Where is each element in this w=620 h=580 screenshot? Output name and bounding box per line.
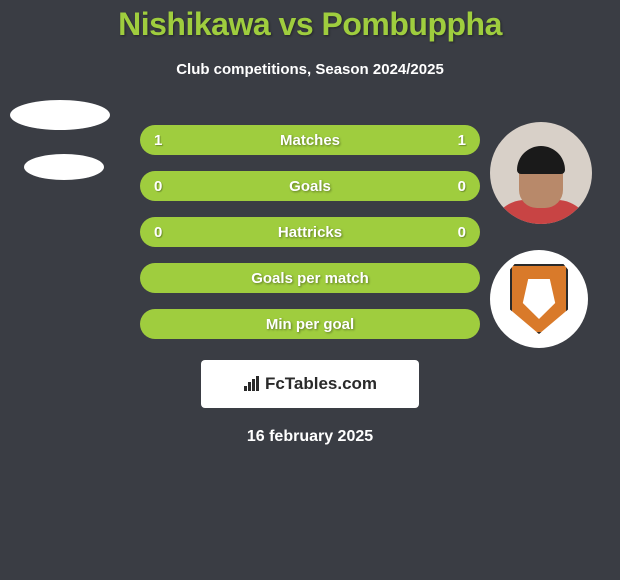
date-container: 16 february 2025 bbox=[247, 408, 373, 446]
stat-right-value: 0 bbox=[446, 224, 466, 241]
comparison-title: Nishikawa vs Pombuppha bbox=[0, 0, 620, 43]
chart-bars-icon bbox=[243, 376, 259, 392]
club-shield-icon bbox=[510, 264, 568, 334]
stats-panel: 1 Matches 1 0 Goals 0 0 Hattricks 0 Goal… bbox=[140, 125, 480, 355]
stat-label: Min per goal bbox=[266, 316, 354, 333]
stat-row-matches: 1 Matches 1 bbox=[140, 125, 480, 155]
stat-row-hattricks: 0 Hattricks 0 bbox=[140, 217, 480, 247]
avatar-hair bbox=[517, 146, 565, 174]
player-right-club-badge bbox=[490, 250, 588, 348]
stat-right-value: 0 bbox=[446, 178, 466, 195]
player-left-avatar-placeholder-2 bbox=[24, 154, 104, 180]
stat-right-value: 1 bbox=[446, 132, 466, 149]
watermark-text: FcTables.com bbox=[265, 374, 377, 394]
player-left-avatar-placeholder-1 bbox=[10, 100, 110, 130]
comparison-subtitle: Club competitions, Season 2024/2025 bbox=[0, 61, 620, 78]
avatar-face bbox=[519, 152, 563, 208]
player-left-panel bbox=[10, 100, 110, 204]
stat-label: Hattricks bbox=[278, 224, 342, 241]
stat-left-value: 1 bbox=[154, 132, 174, 149]
stat-label: Goals per match bbox=[251, 270, 369, 287]
stat-row-min-per-goal: Min per goal bbox=[140, 309, 480, 339]
stat-left-value: 0 bbox=[154, 178, 174, 195]
stat-left-value: 0 bbox=[154, 224, 174, 241]
player-right-avatar bbox=[490, 122, 592, 224]
stat-label: Goals bbox=[289, 178, 331, 195]
watermark-container: FcTables.com bbox=[201, 350, 419, 408]
date-label: 16 february 2025 bbox=[247, 428, 373, 446]
stat-row-goals: 0 Goals 0 bbox=[140, 171, 480, 201]
stat-row-goals-per-match: Goals per match bbox=[140, 263, 480, 293]
player-right-panel bbox=[490, 122, 592, 348]
stat-label: Matches bbox=[280, 132, 340, 149]
watermark: FcTables.com bbox=[201, 360, 419, 408]
club-shield-inner bbox=[521, 279, 557, 319]
